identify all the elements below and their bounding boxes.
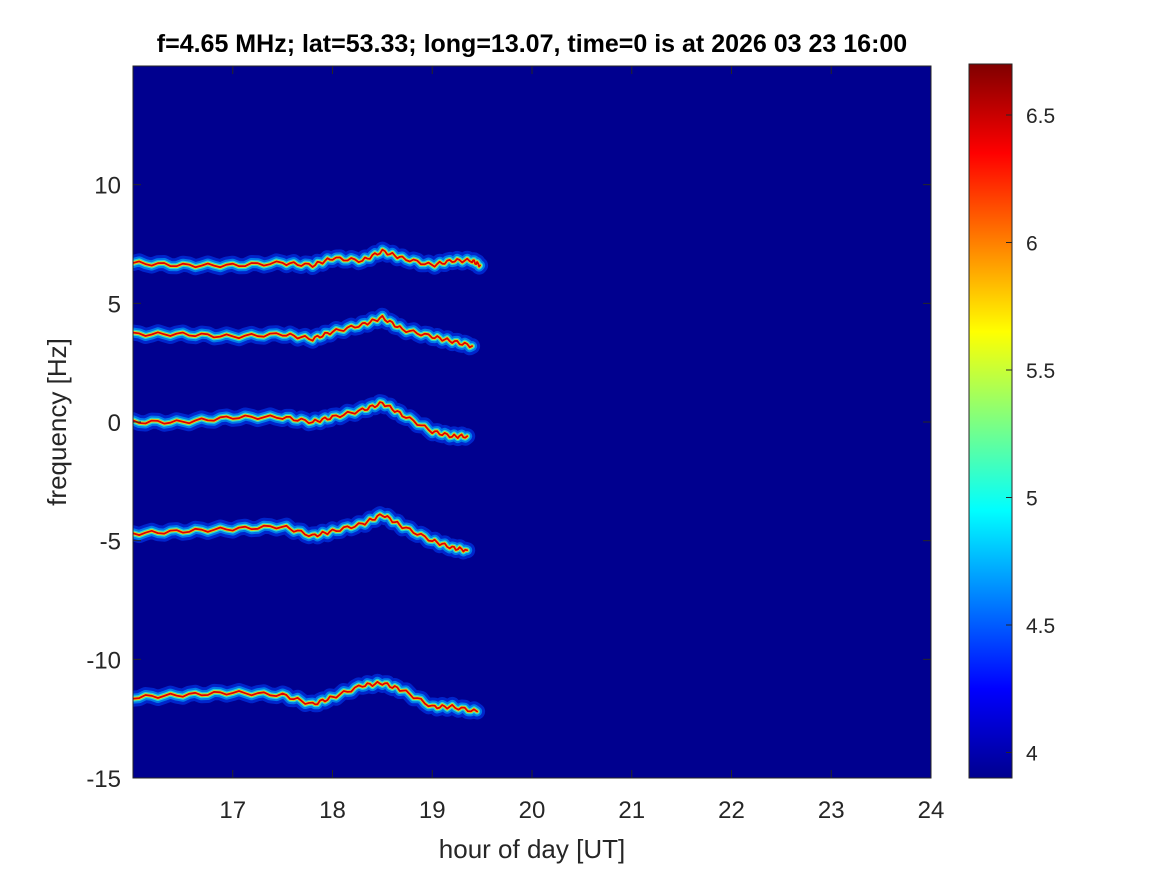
colorbar-tick-label: 5.5 [1026, 360, 1055, 383]
x-axis-label: hour of day [UT] [439, 834, 625, 864]
x-tick-label: 22 [718, 797, 745, 824]
trace-layer [133, 401, 469, 439]
x-tick-label: 24 [918, 797, 945, 824]
y-tick-label: 0 [108, 410, 121, 437]
colorbar-tick-label: 6 [1026, 233, 1038, 256]
spectral-trace [133, 307, 481, 356]
x-tick-label: 23 [818, 797, 845, 824]
colorbar-tick-label: 4 [1026, 743, 1038, 766]
y-tick-label: -15 [86, 766, 121, 793]
trace-layer [133, 680, 478, 713]
trace-layer [133, 513, 469, 553]
colorbar-tick-label: 6.5 [1026, 105, 1055, 128]
x-axis-ticks: 17 18 19 20 21 22 23 24 [219, 66, 944, 824]
spectral-trace [133, 506, 476, 560]
x-tick-label: 20 [519, 797, 546, 824]
x-tick-label: 18 [319, 797, 346, 824]
spectral-traces [133, 241, 489, 720]
y-tick-label: 10 [94, 173, 121, 200]
colorbar-tick-label: 5 [1026, 488, 1038, 511]
y-tick-label: 5 [108, 291, 121, 318]
trace-layer [133, 314, 473, 349]
y-tick-label: -10 [86, 647, 121, 674]
x-tick-label: 21 [618, 797, 645, 824]
chart-title: f=4.65 MHz; lat=53.33; long=13.07, time=… [157, 30, 907, 58]
trace-layer [133, 248, 481, 269]
spectral-trace [133, 394, 476, 447]
spectral-trace [133, 673, 486, 720]
x-tick-label: 17 [219, 797, 246, 824]
colorbar-tick-label: 4.5 [1026, 615, 1055, 638]
x-tick-label: 19 [419, 797, 446, 824]
y-tick-label: -5 [100, 529, 121, 556]
spectral-trace [133, 241, 489, 276]
colorbar [968, 63, 1013, 779]
y-axis-label: frequency [Hz] [42, 338, 72, 506]
colorbar-ticks: 4 4.5 5 5.5 6 6.5 [1006, 105, 1055, 766]
y-axis-ticks: -15 -10 -5 0 5 10 [86, 173, 931, 793]
